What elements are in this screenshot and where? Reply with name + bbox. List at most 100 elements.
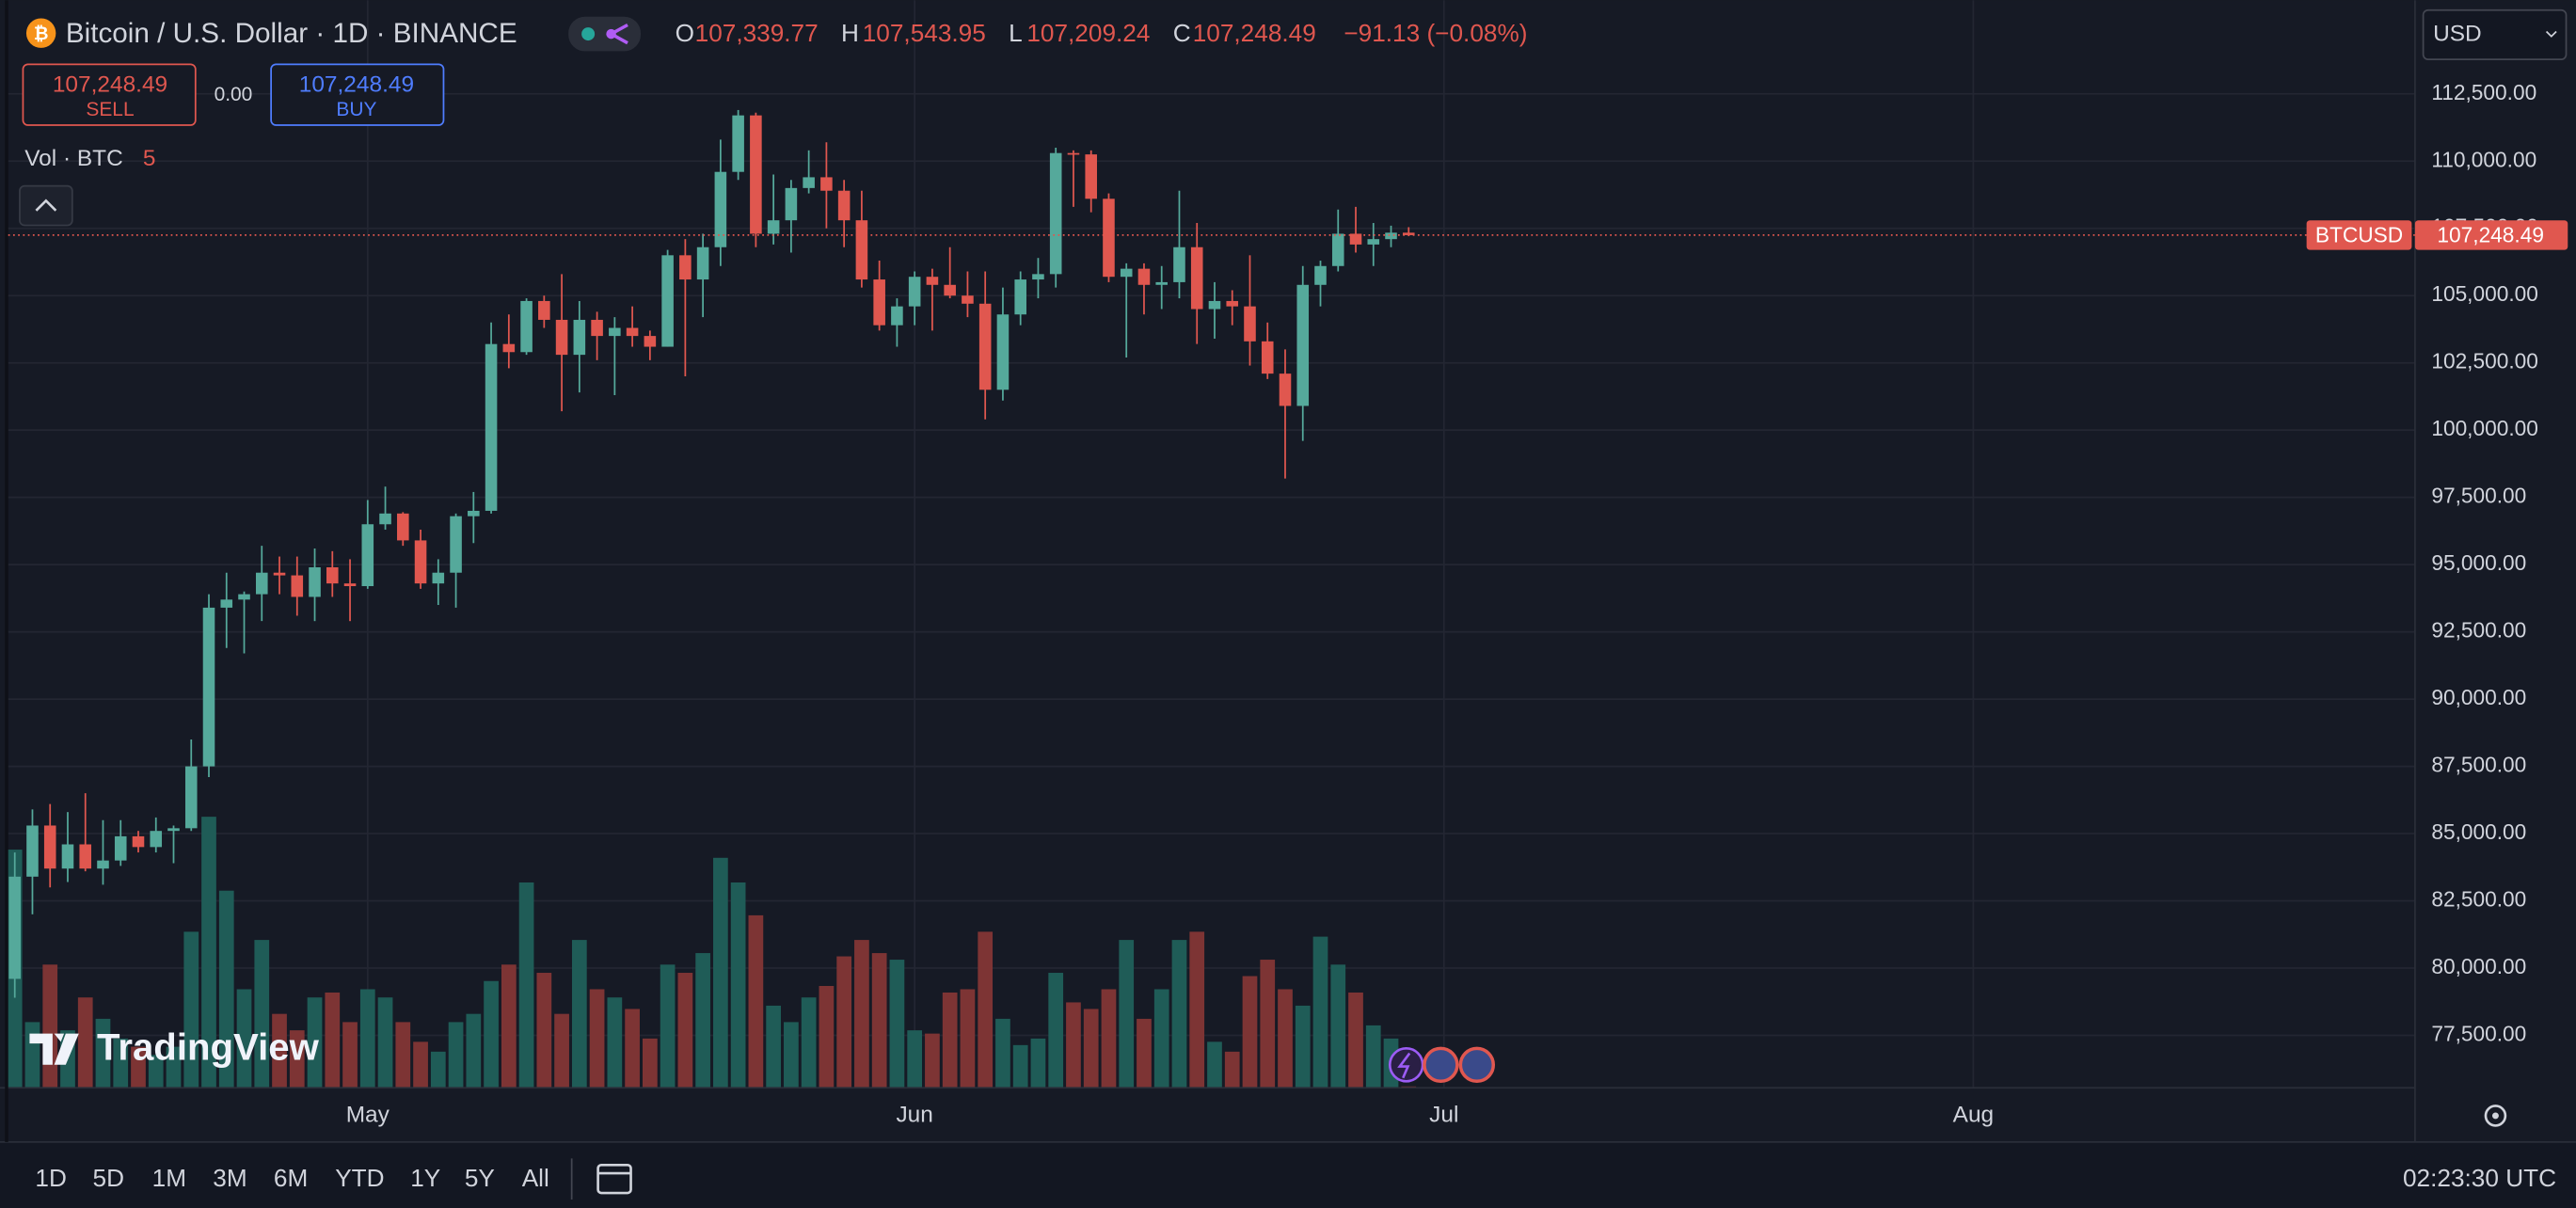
volume-bar — [148, 1055, 164, 1089]
candle-body — [1049, 152, 1062, 275]
volume-bar — [484, 980, 499, 1089]
volume-bar — [236, 989, 252, 1089]
market-open-dot — [581, 27, 596, 41]
logo-text: TradingView — [97, 1026, 320, 1069]
event-flag-icon[interactable] — [1423, 1046, 1459, 1084]
y-tick-label: 100,000.00 — [2431, 416, 2538, 440]
candle-body — [8, 876, 22, 979]
candle-body — [644, 336, 657, 347]
candle-body — [1173, 246, 1185, 282]
volume-bar — [942, 992, 958, 1089]
candle-body — [150, 831, 163, 848]
candle-body — [538, 300, 550, 320]
x-tick-label: Jul — [1429, 1102, 1458, 1127]
volume-bar — [518, 882, 534, 1089]
event-flag-icon[interactable] — [1458, 1046, 1496, 1084]
spread: 0.00 — [215, 84, 253, 105]
event-icon[interactable] — [1388, 1047, 1424, 1083]
sell-label: SELL — [86, 99, 134, 120]
range-button[interactable]: 1Y — [410, 1164, 440, 1192]
candle-body — [343, 583, 357, 587]
volume-bar — [342, 1022, 358, 1089]
volume-bar — [42, 964, 58, 1089]
volume-bar — [1048, 973, 1064, 1089]
volume-bar — [183, 931, 199, 1089]
volume-bar — [836, 956, 852, 1089]
volume-bar — [1101, 989, 1117, 1089]
volume-bar — [1153, 989, 1169, 1089]
y-tick-label: 105,000.00 — [2431, 281, 2538, 306]
volume-bar — [784, 1022, 799, 1089]
collapse-button[interactable] — [19, 184, 73, 227]
currency: USD — [2433, 21, 2482, 46]
y-tick-label: 77,500.00 — [2431, 1021, 2526, 1045]
candle-body — [996, 314, 1010, 390]
volume-bar — [1312, 936, 1328, 1089]
candle-body — [679, 255, 692, 280]
candle-body — [767, 220, 780, 234]
range-button[interactable]: 5D — [93, 1164, 124, 1192]
range-button[interactable]: 1D — [35, 1164, 66, 1192]
price-tag-symbol-bg — [2306, 220, 2412, 250]
date-range-button[interactable] — [596, 1164, 632, 1195]
candle-body — [1137, 268, 1151, 285]
currency-select[interactable] — [2422, 8, 2568, 61]
volume-bar — [466, 1013, 482, 1089]
y-tick-label: 92,500.00 — [2431, 618, 2526, 643]
candle-body — [502, 343, 516, 353]
volume-bar — [1083, 1009, 1099, 1089]
range-button[interactable]: 3M — [213, 1164, 246, 1192]
candle-body — [220, 599, 233, 608]
candle-body — [255, 572, 268, 595]
candle-body — [978, 303, 992, 390]
volume-bar — [819, 985, 835, 1089]
volume-bar — [607, 997, 623, 1089]
clock: 02:23:30 UTC — [2403, 1164, 2556, 1192]
candle-body — [1155, 281, 1169, 285]
candle-body — [626, 327, 639, 337]
volume-bar — [589, 989, 605, 1089]
candle-body — [414, 540, 427, 584]
candle-body — [202, 607, 215, 767]
candle-body — [873, 279, 885, 326]
ohlc-key: L — [1009, 19, 1023, 47]
grid — [8, 0, 2415, 1089]
price-tag-bg — [2414, 220, 2568, 250]
candle-body — [361, 524, 374, 587]
range-button[interactable]: YTD — [335, 1164, 384, 1192]
toolbar-background — [0, 1141, 2576, 1208]
range-button[interactable]: All — [522, 1164, 549, 1192]
volume-bar — [395, 1022, 411, 1089]
candle-body — [1402, 232, 1415, 235]
event-icon-glyph — [1397, 1052, 1411, 1079]
candle-body — [1279, 374, 1292, 406]
candle-body — [750, 115, 762, 234]
candle-body — [555, 319, 568, 356]
candle-body — [468, 510, 480, 517]
volume-legend: Vol · BTC — [24, 146, 123, 171]
candle-body — [803, 177, 815, 188]
volume-bar — [325, 992, 341, 1089]
candle-body — [97, 860, 109, 869]
ohlc-value: 107,543.95 — [863, 19, 986, 47]
range-button[interactable]: 1M — [152, 1164, 186, 1192]
candle-body — [184, 766, 198, 829]
coin-icon — [25, 18, 56, 48]
volume-bar — [430, 1051, 446, 1089]
volume-bar — [713, 857, 728, 1089]
volume-bar — [166, 1046, 182, 1089]
status-pill[interactable] — [568, 16, 642, 52]
candle-body — [732, 115, 744, 172]
range-button[interactable]: 5Y — [465, 1164, 495, 1192]
y-tick-label: 90,000.00 — [2431, 685, 2526, 709]
volume-bar — [889, 960, 905, 1089]
volume-bar — [24, 1022, 40, 1089]
buy-button[interactable] — [270, 63, 445, 126]
sell-price: 107,248.49 — [53, 72, 167, 98]
change: −91.13 (−0.08%) — [1344, 19, 1527, 47]
sell-button[interactable] — [22, 63, 197, 126]
range-button[interactable]: 6M — [274, 1164, 308, 1192]
volume-bar — [695, 953, 710, 1089]
settings-button[interactable] — [2484, 1105, 2507, 1127]
